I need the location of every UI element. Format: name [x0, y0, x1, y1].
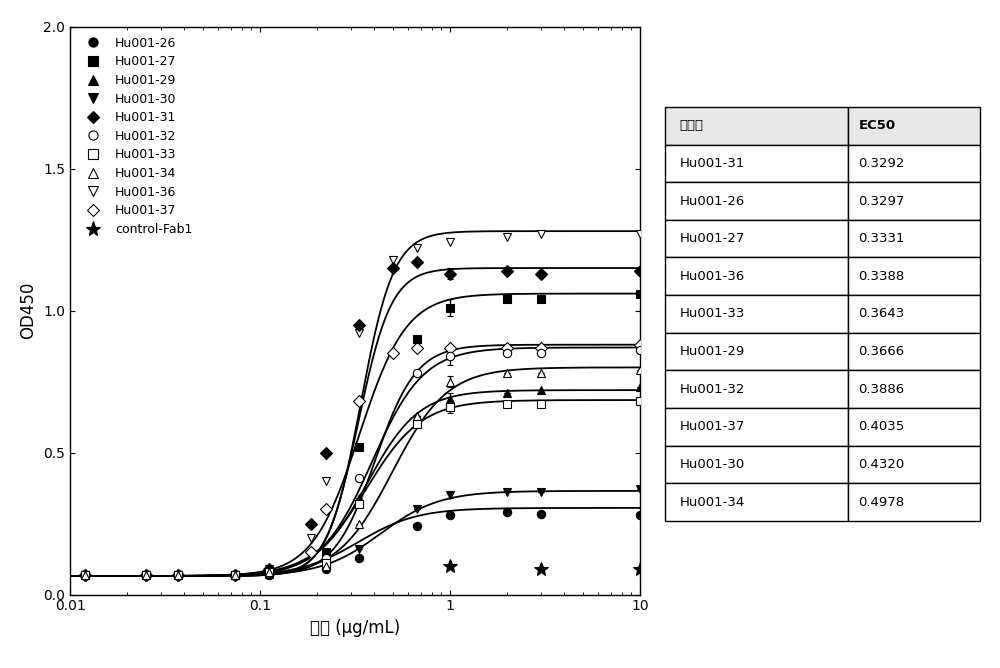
Bar	[665, 333, 848, 371]
Bar	[665, 144, 848, 182]
Text: Hu001-33: Hu001-33	[680, 307, 745, 321]
Text: Hu001-32: Hu001-32	[680, 383, 745, 395]
Y-axis label: OD450: OD450	[20, 282, 38, 339]
Text: 0.3643: 0.3643	[858, 307, 905, 321]
Text: Hu001-30: Hu001-30	[680, 458, 745, 471]
Bar	[665, 257, 848, 295]
Bar	[665, 446, 848, 484]
Bar	[848, 408, 980, 446]
Bar	[848, 182, 980, 220]
Text: Hu001-36: Hu001-36	[680, 270, 745, 283]
Text: Hu001-27: Hu001-27	[680, 232, 745, 245]
Text: 克隆号: 克隆号	[680, 119, 704, 132]
Bar	[848, 257, 980, 295]
Bar	[848, 484, 980, 521]
X-axis label: 浓度 (μg/mL): 浓度 (μg/mL)	[310, 619, 400, 637]
Bar	[848, 295, 980, 333]
Text: Hu001-29: Hu001-29	[680, 345, 745, 358]
Bar	[665, 371, 848, 408]
Bar	[665, 295, 848, 333]
Bar	[665, 182, 848, 220]
Bar	[848, 333, 980, 371]
Text: 0.3297: 0.3297	[858, 194, 905, 208]
Text: Hu001-37: Hu001-37	[680, 420, 745, 434]
Text: Hu001-26: Hu001-26	[680, 194, 745, 208]
Bar	[848, 220, 980, 257]
Text: 0.4035: 0.4035	[858, 420, 905, 434]
Text: 0.4320: 0.4320	[858, 458, 905, 471]
Text: 0.4978: 0.4978	[858, 496, 904, 509]
Bar	[665, 107, 848, 144]
Text: Hu001-31: Hu001-31	[680, 157, 745, 170]
Bar	[848, 144, 980, 182]
Bar	[848, 371, 980, 408]
Text: 0.3331: 0.3331	[858, 232, 905, 245]
Bar	[848, 446, 980, 484]
Text: 0.3666: 0.3666	[858, 345, 904, 358]
Text: Hu001-34: Hu001-34	[680, 496, 745, 509]
Bar	[848, 107, 980, 144]
Text: EC50: EC50	[858, 119, 895, 132]
Text: 0.3388: 0.3388	[858, 270, 905, 283]
Bar	[665, 484, 848, 521]
Bar	[665, 408, 848, 446]
Bar	[665, 220, 848, 257]
Text: 0.3292: 0.3292	[858, 157, 905, 170]
Legend: Hu001-26, Hu001-27, Hu001-29, Hu001-30, Hu001-31, Hu001-32, Hu001-33, Hu001-34, : Hu001-26, Hu001-27, Hu001-29, Hu001-30, …	[76, 33, 196, 240]
Text: 0.3886: 0.3886	[858, 383, 904, 395]
